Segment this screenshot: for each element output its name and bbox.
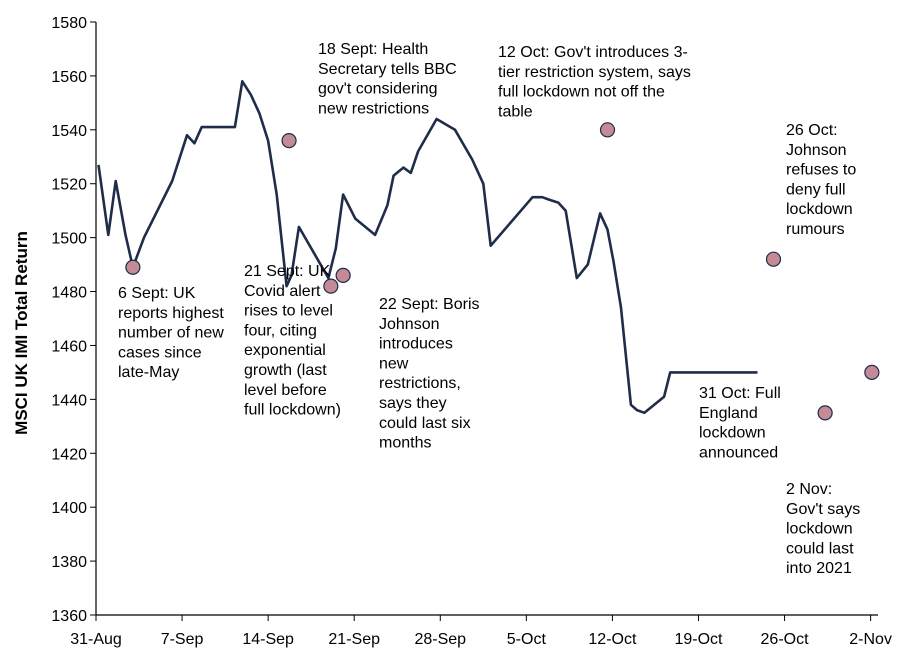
y-tick-label: 1380 — [51, 554, 87, 571]
annotation-text: full lockdown not off the — [498, 84, 665, 101]
y-tick-label: 1420 — [51, 446, 87, 463]
annotation-text: new restrictions — [318, 100, 429, 117]
annotation-text: 2 Nov: — [786, 481, 832, 498]
annotation-text: lockdown — [699, 425, 766, 442]
annotation-text: 12 Oct: Gov't introduces 3- — [498, 44, 688, 61]
x-tick-label: 5-Oct — [507, 631, 547, 648]
annotation-text: level before — [244, 382, 327, 399]
annotation-text: months — [379, 435, 431, 452]
annotation-text: refuses to — [786, 162, 856, 179]
annotation-text: tier restriction system, says — [498, 64, 691, 81]
y-tick-label: 1540 — [51, 123, 87, 140]
y-tick-label: 1500 — [51, 231, 87, 248]
event-marker — [817, 405, 833, 421]
annotation-text: growth (last — [244, 362, 327, 379]
y-axis-label: MSCI UK IMI Total Return — [12, 231, 31, 435]
annotation-text: 21 Sept: UK — [244, 263, 331, 280]
event-marker — [599, 122, 616, 138]
y-tick-label: 1460 — [51, 338, 87, 355]
annotation-text: Johnson — [786, 142, 847, 159]
y-tick-label: 1440 — [51, 392, 87, 409]
annotation-text: announced — [699, 444, 778, 461]
annotation-text: lockdown — [786, 201, 853, 218]
y-tick-label: 1480 — [51, 285, 87, 302]
annotation-text: cases since — [118, 344, 202, 361]
annotation-text: reports highest — [118, 305, 224, 322]
annotation-text: lockdown — [786, 521, 853, 538]
event-marker — [125, 259, 141, 275]
annotation-text: late-May — [118, 364, 179, 381]
y-tick-label: 1580 — [51, 15, 87, 32]
annotation-text: introduces — [379, 336, 453, 353]
x-tick-label: 31-Aug — [70, 631, 122, 648]
annotation-text: Secretary tells BBC — [318, 61, 457, 78]
annotation-text: deny full — [786, 181, 846, 198]
annotation-text: could last six — [379, 415, 471, 432]
annotation-text: rises to level — [244, 303, 333, 320]
annotation-text: 22 Sept: Boris — [379, 296, 480, 313]
annotation-text: exponential — [244, 342, 326, 359]
annotations-layer: 6 Sept: UK reports highest number of new ca… — [118, 41, 860, 577]
annotation-text: 18 Sept: Health — [318, 41, 428, 58]
annotation-text: Covid alert — [244, 283, 321, 300]
series-line — [97, 80, 758, 415]
y-tick-label: 1400 — [51, 500, 87, 517]
annotation-text: new — [379, 355, 409, 372]
x-tick-label: 19-Oct — [674, 631, 723, 648]
annotation-text: full lockdown) — [244, 402, 341, 419]
x-tick-label: 7-Sep — [161, 631, 204, 648]
annotation-text: could last — [786, 540, 854, 557]
annotation-text: rumours — [786, 221, 845, 238]
annotation-text: Gov't says — [786, 501, 860, 518]
axes — [95, 22, 878, 616]
annotation-text: says they — [379, 395, 447, 412]
annotation-text: England — [699, 405, 758, 422]
y-tick-label: 1360 — [51, 608, 87, 625]
y-ticks: 1360 1380 1400 1420 1440 1460 1480 1500 1520 1540… — [51, 15, 96, 625]
event-marker — [765, 251, 782, 267]
x-tick-label: 28-Sep — [414, 631, 466, 648]
annotation-text: number of new — [118, 325, 224, 342]
annotation-text: 31 Oct: Full — [699, 385, 781, 402]
y-tick-label: 1520 — [51, 177, 87, 194]
markers-layer — [125, 122, 880, 421]
annotation-text: gov't considering — [318, 81, 438, 98]
event-marker — [323, 278, 339, 294]
event-marker — [281, 133, 297, 149]
event-marker — [864, 364, 880, 381]
x-tick-label: 12-Oct — [588, 631, 637, 648]
series-layer — [97, 80, 758, 415]
x-ticks: 31-Aug 7-Sep 14-Sep 21-Sep 28-Sep 5-Oct 12-Oct… — [70, 615, 892, 648]
annotation-text: table — [498, 103, 533, 120]
y-tick-label: 1560 — [51, 69, 87, 86]
event-marker — [335, 267, 351, 283]
annotation-text: into 2021 — [786, 560, 852, 577]
x-tick-label: 2-Nov — [849, 631, 892, 648]
annotation-text: restrictions, — [379, 375, 461, 392]
x-tick-label: 26-Oct — [761, 631, 810, 648]
x-tick-label: 21-Sep — [328, 631, 380, 648]
annotation-text: 6 Sept: UK — [118, 285, 196, 302]
annotation-text: 26 Oct: — [786, 122, 838, 139]
x-tick-label: 14-Sep — [242, 631, 294, 648]
annotation-text: Johnson — [379, 316, 440, 333]
annotation-text: four, citing — [244, 322, 317, 339]
